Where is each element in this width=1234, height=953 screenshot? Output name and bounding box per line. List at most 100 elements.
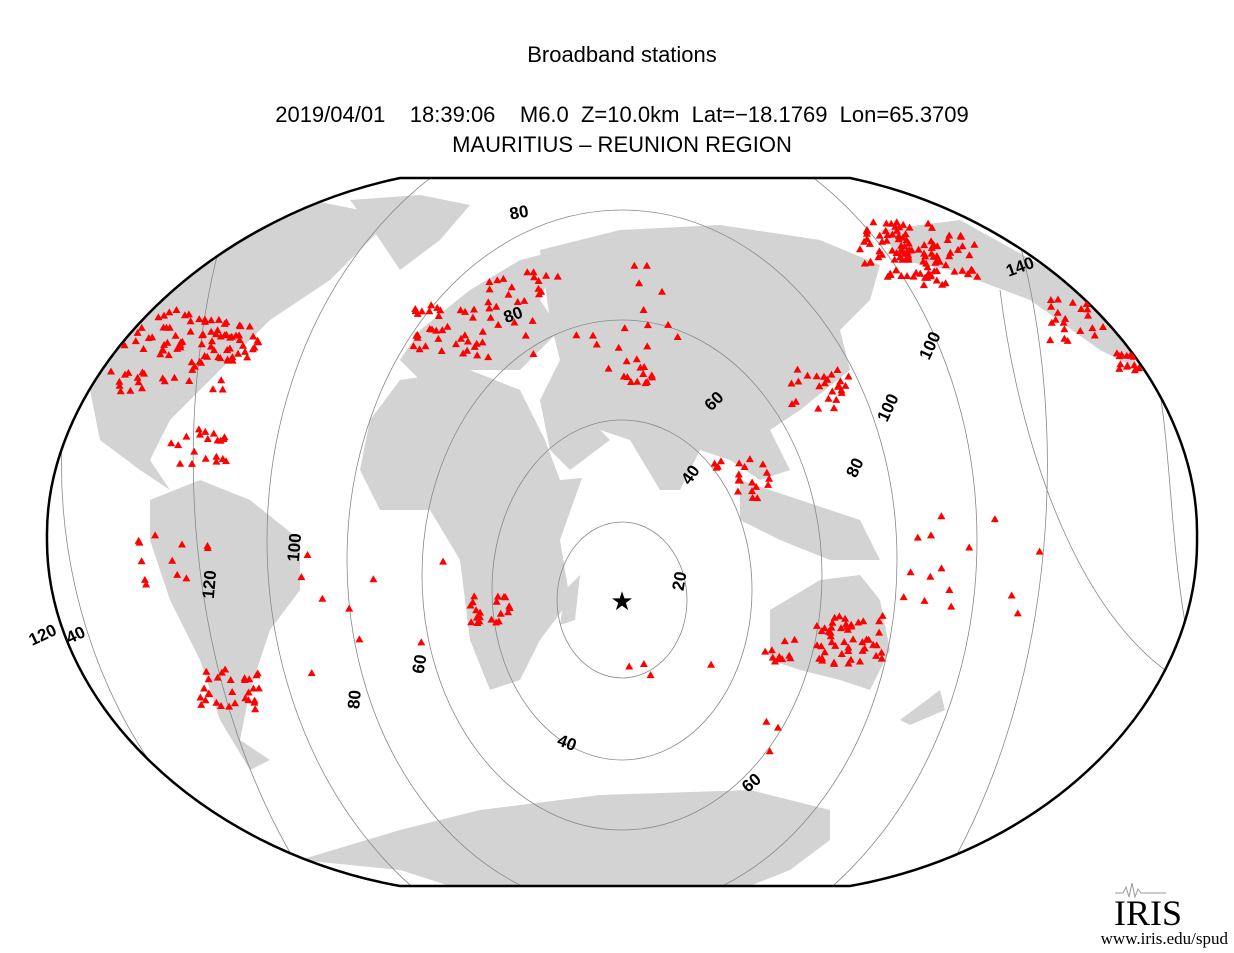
station — [1115, 364, 1124, 372]
station — [1046, 296, 1055, 303]
station — [236, 322, 245, 330]
station — [425, 307, 434, 315]
station — [632, 355, 641, 363]
station — [589, 331, 597, 339]
station — [523, 268, 532, 276]
station — [210, 346, 218, 354]
station — [203, 541, 212, 549]
station — [1047, 302, 1056, 310]
station — [937, 512, 946, 520]
station — [249, 684, 258, 692]
station — [496, 609, 505, 617]
station — [639, 370, 648, 377]
station — [878, 250, 887, 258]
station — [846, 655, 855, 663]
station — [176, 343, 185, 351]
epicenter: ★ — [610, 586, 633, 616]
station — [553, 272, 562, 280]
station — [895, 223, 904, 231]
station — [478, 327, 487, 335]
station — [830, 404, 838, 412]
station — [513, 298, 522, 305]
station — [225, 702, 234, 710]
station — [930, 267, 939, 275]
station — [1103, 307, 1111, 315]
station — [208, 337, 216, 345]
station — [434, 312, 443, 319]
station — [427, 301, 436, 309]
station — [1035, 547, 1044, 555]
contour-label: 100 — [284, 533, 305, 563]
station — [160, 311, 168, 319]
station — [168, 556, 177, 564]
station — [623, 373, 632, 381]
contour-label: 80 — [842, 455, 867, 480]
station — [812, 621, 821, 629]
station — [413, 309, 422, 317]
station — [195, 315, 204, 323]
station — [592, 340, 601, 348]
station — [1054, 295, 1062, 303]
station — [865, 239, 874, 247]
station — [244, 696, 253, 704]
station — [1063, 336, 1072, 344]
station — [433, 303, 442, 311]
station — [1083, 305, 1092, 313]
landmass — [880, 220, 1140, 370]
station — [190, 362, 199, 370]
station — [1130, 366, 1139, 374]
station — [604, 364, 613, 372]
station — [888, 246, 897, 254]
station — [828, 618, 837, 626]
contour-label: 120 — [26, 620, 60, 649]
station — [200, 684, 209, 692]
station — [485, 285, 494, 293]
station — [827, 638, 836, 646]
station — [254, 684, 263, 692]
station — [892, 266, 900, 274]
station — [172, 306, 181, 313]
station — [138, 384, 146, 392]
station — [828, 387, 837, 395]
station — [492, 618, 501, 626]
station — [824, 394, 833, 402]
station — [639, 660, 648, 667]
station — [823, 375, 832, 383]
station — [856, 657, 864, 665]
station — [409, 342, 418, 350]
station — [222, 318, 231, 326]
station — [216, 436, 225, 444]
station — [478, 338, 487, 346]
station — [898, 255, 907, 263]
station — [928, 223, 936, 231]
station — [920, 249, 929, 257]
station — [919, 281, 928, 289]
station — [862, 635, 871, 643]
station — [182, 432, 191, 440]
station — [881, 226, 890, 234]
station — [950, 267, 959, 275]
station — [510, 318, 519, 326]
station — [794, 377, 803, 385]
station — [941, 261, 950, 269]
landmass — [540, 400, 610, 470]
station — [635, 279, 644, 287]
station — [253, 336, 262, 344]
station — [820, 648, 829, 656]
station — [250, 696, 259, 704]
station — [318, 594, 327, 602]
station — [836, 377, 845, 385]
station — [932, 252, 941, 260]
station — [826, 632, 835, 640]
station — [217, 702, 225, 709]
station — [221, 665, 230, 673]
station — [158, 345, 167, 353]
station — [717, 457, 725, 465]
station — [209, 385, 217, 393]
station — [224, 356, 232, 364]
station — [963, 270, 972, 278]
station — [484, 298, 493, 306]
station — [863, 225, 871, 233]
station — [484, 353, 493, 361]
station — [493, 276, 502, 284]
